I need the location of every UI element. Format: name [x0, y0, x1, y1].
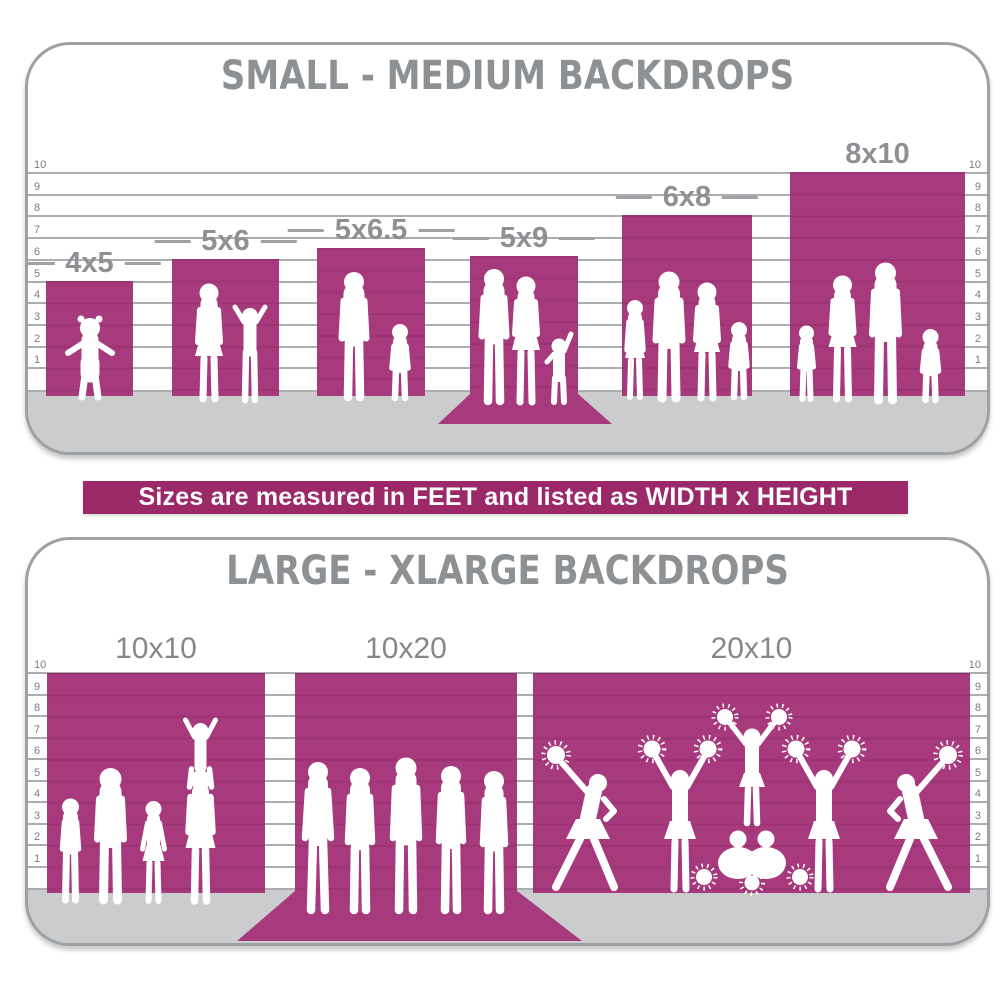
- ruler-tick-left: 9: [34, 680, 41, 693]
- ruler-tick-right: 8: [974, 202, 981, 215]
- measurement-note-banner: Sizes are measured in FEET and listed as…: [83, 481, 908, 514]
- family-three-silhouette: [478, 269, 574, 406]
- backdrop-bar-4x5: 4x5: [46, 247, 133, 401]
- size-label-10x10: 10x10: [115, 632, 197, 665]
- ruler-tick-left: 3: [34, 809, 41, 822]
- backdrop-bar-10x10: 10x10: [47, 632, 265, 905]
- ruler-tick-left: 5: [34, 267, 41, 280]
- ruler-tick-left: 4: [34, 788, 41, 800]
- backdrop-bar-8x10: 8x10: [790, 138, 965, 405]
- size-label-20x10: 20x10: [710, 632, 793, 665]
- ruler-tick-left: 9: [34, 180, 41, 193]
- ruler-tick-right: 1: [974, 852, 981, 865]
- ruler-tick-left: 7: [34, 723, 41, 736]
- family-five-silhouette: [59, 717, 218, 905]
- woman-child-silhouette: [194, 283, 267, 404]
- size-label-5x6: 5x6: [154, 224, 296, 259]
- ruler-tick-right: 2: [974, 831, 981, 843]
- ruler-tick-right: 3: [974, 310, 981, 323]
- ruler-tick-right: 2: [974, 332, 981, 345]
- cheerleader-squad-silhouette: [540, 703, 963, 896]
- family-four-silhouette: [796, 262, 941, 405]
- toddler-silhouette: [64, 315, 115, 401]
- floor-sweep-5x9: [438, 394, 612, 424]
- man-boy-silhouette: [338, 272, 411, 402]
- ruler-tick-right: 3: [974, 809, 981, 822]
- family-four-silhouette: [624, 271, 750, 403]
- ruler-tick-right: 7: [974, 723, 981, 736]
- ruler-tick-left: 10: [34, 159, 47, 171]
- ruler-tick-left: 8: [34, 202, 41, 215]
- size-label-6x8: 6x8: [616, 180, 758, 215]
- large-xlarge-title: LARGE - XLARGE BACKDROPS: [226, 548, 789, 594]
- backdrop-bar-5x6-5: 5x6.5: [317, 214, 425, 402]
- size-label-5x6-5: 5x6.5: [288, 213, 455, 248]
- ruler-tick-right: 10: [968, 159, 981, 171]
- ruler-tick-right: 6: [974, 745, 981, 757]
- ruler-tick-left: 1: [34, 354, 41, 367]
- size-label-8x10: 8x10: [845, 138, 910, 170]
- ruler-tick-left: 4: [34, 289, 41, 302]
- backdrop-bar-6x8: 6x8: [622, 181, 752, 403]
- ruler-tick-left: 10: [34, 659, 47, 671]
- size-label-10x20: 10x20: [365, 632, 447, 665]
- small-medium-title: SMALL - MEDIUM BACKDROPS: [220, 53, 795, 99]
- ruler-line: [28, 215, 987, 218]
- ruler-tick-left: 1: [34, 852, 41, 865]
- ruler-tick-right: 6: [974, 245, 981, 258]
- small-medium-panel: SMALL - MEDIUM BACKDROPS 4x5 5x6: [25, 42, 990, 455]
- ruler-tick-left: 6: [34, 245, 41, 258]
- ruler-tick-right: 10: [968, 659, 981, 671]
- ruler-tick-left: 2: [34, 831, 41, 843]
- ruler-tick-left: 8: [34, 702, 41, 714]
- size-label-5x9: 5x9: [453, 221, 595, 256]
- ruler-tick-right: 8: [974, 702, 981, 714]
- backdrop-bar-5x6: 5x6: [172, 225, 279, 404]
- ruler-line: [28, 172, 987, 174]
- ruler-tick-left: 5: [34, 766, 41, 779]
- size-label-4x5: 4x5: [28, 246, 161, 281]
- backdrop-bar-5x9: 5x9: [470, 222, 578, 406]
- ruler-tick-left: 2: [34, 332, 41, 345]
- backdrop-bar-10x20: 10x20: [295, 632, 517, 915]
- group-of-men-silhouette: [301, 757, 509, 915]
- ruler-tick-right: 7: [974, 224, 981, 237]
- measurement-note-text: Sizes are measured in FEET and listed as…: [138, 483, 853, 511]
- ruler-tick-right: 9: [974, 680, 981, 693]
- ruler-tick-left: 7: [34, 224, 41, 237]
- ruler-line: [28, 193, 987, 196]
- ruler-tick-left: 3: [34, 310, 41, 323]
- ruler-tick-right: 5: [974, 267, 981, 280]
- ruler-tick-left: 6: [34, 745, 41, 757]
- ruler-tick-right: 4: [974, 289, 981, 302]
- large-xlarge-panel: LARGE - XLARGE BACKDROPS 10x10: [25, 537, 990, 946]
- ruler-tick-right: 4: [974, 788, 981, 800]
- ruler-tick-right: 1: [974, 354, 981, 367]
- ruler-tick-right: 5: [974, 766, 981, 779]
- ruler-tick-right: 9: [974, 180, 981, 193]
- backdrop-bar-20x10: 20x10: [533, 632, 970, 896]
